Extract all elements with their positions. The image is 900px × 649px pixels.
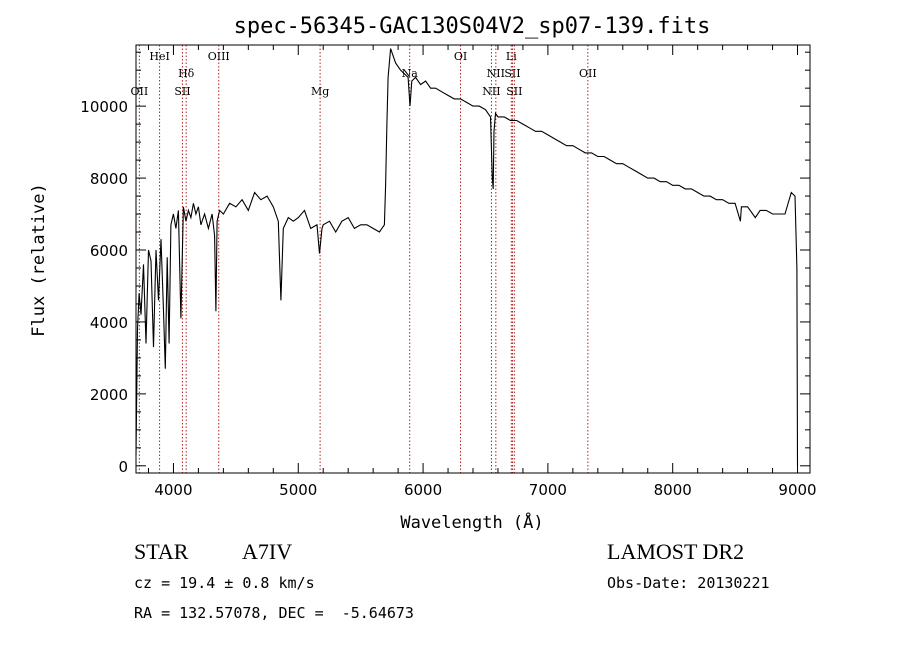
- marker-label: Mg: [311, 85, 329, 98]
- marker-label: SII: [174, 85, 190, 98]
- object-subclass: A7IV: [242, 539, 293, 564]
- marker-label: Hδ: [178, 67, 195, 80]
- x-axis-label: Wavelength (Å): [400, 511, 543, 533]
- marker-label: Li: [506, 50, 517, 63]
- y-tick-label: 2000: [90, 386, 128, 404]
- axis-ticks: 4000 5000 6000 7000 8000 9000 0 2000 4000 6000 800…: [80, 45, 817, 499]
- plot-frame: [135, 44, 811, 474]
- marker-label: OIII: [208, 50, 230, 63]
- y-tick-label: 4000: [90, 314, 128, 332]
- redshift-value: cz = 19.4 ± 0.8 km/s: [134, 574, 315, 592]
- x-tick-label: 4000: [154, 481, 192, 499]
- marker-label: NII: [482, 85, 500, 98]
- survey-name: LAMOST DR2: [607, 539, 745, 564]
- x-tick-label: 7000: [529, 481, 567, 499]
- chart-title: spec-56345-GAC130S04V2_sp07-139.fits: [234, 14, 711, 39]
- obs-date: Obs-Date: 20130221: [607, 574, 770, 592]
- x-tick-label: 8000: [654, 481, 692, 499]
- spectrum-line: [135, 48, 799, 466]
- marker-label: HeI: [149, 50, 169, 63]
- marker-label: OII: [131, 85, 149, 98]
- marker-label: SII: [504, 67, 520, 80]
- x-tick-label: 6000: [404, 481, 442, 499]
- y-tick-label: 6000: [90, 242, 128, 260]
- marker-label: Na: [402, 67, 419, 80]
- object-class: STAR: [134, 539, 189, 564]
- y-axis-label: Flux (relative): [29, 183, 49, 337]
- x-tick-label: 9000: [778, 481, 816, 499]
- marker-label: NII: [487, 67, 505, 80]
- marker-label: OII: [579, 67, 597, 80]
- y-tick-label: 10000: [80, 98, 128, 116]
- coordinates: RA = 132.57078, DEC = -5.64673: [134, 604, 414, 622]
- y-tick-label: 8000: [90, 170, 128, 188]
- x-tick-label: 5000: [279, 481, 317, 499]
- marker-label: SII: [506, 85, 522, 98]
- marker-label: OI: [454, 50, 467, 63]
- y-tick-label: 0: [118, 458, 128, 476]
